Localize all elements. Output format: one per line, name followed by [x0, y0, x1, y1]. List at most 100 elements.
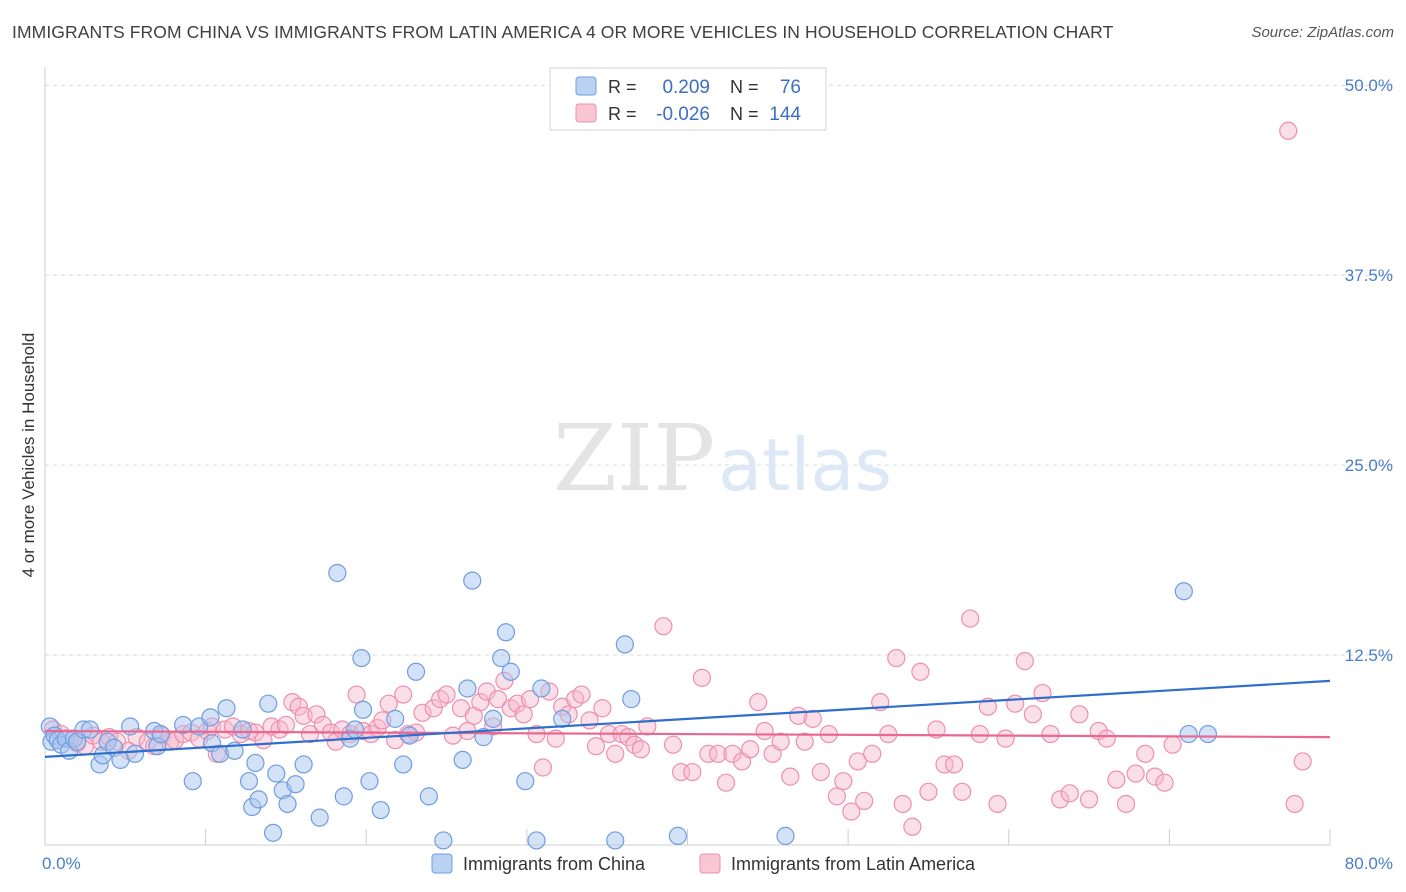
y-tick-labels: 12.5% 25.0% 37.5% 50.0% — [1345, 76, 1393, 665]
latam-point — [580, 711, 599, 730]
bottom-legend-label-china: Immigrants from China — [463, 854, 646, 874]
china-point — [406, 662, 426, 681]
latam-point — [863, 744, 882, 763]
china-point — [532, 679, 551, 698]
latam-point — [1163, 735, 1182, 754]
latam-point — [1116, 794, 1136, 814]
latam-trend-line — [44, 729, 1331, 739]
latam-point — [996, 729, 1015, 748]
y-tick-label: 25.0% — [1345, 456, 1393, 475]
trend-lines — [44, 679, 1331, 758]
latam-point — [471, 693, 490, 712]
latam-point — [842, 802, 861, 821]
legend-n-label-china: N = — [730, 77, 759, 97]
latam-point — [1279, 121, 1298, 140]
china-point — [516, 772, 535, 791]
latam-point — [437, 685, 456, 704]
latam-point — [1285, 794, 1304, 814]
china-point — [496, 623, 516, 642]
latam-point — [631, 740, 651, 759]
latam-point — [1107, 770, 1126, 789]
legend-r-label-latam: R = — [608, 104, 637, 124]
china-point — [201, 708, 220, 727]
source-credit: Source: ZipAtlas.com — [1251, 24, 1394, 41]
latam-point — [347, 685, 366, 704]
latam-point — [692, 668, 712, 687]
bottom-legend-swatch-latam — [699, 853, 721, 874]
latam-point — [683, 762, 702, 782]
china-point — [246, 753, 265, 773]
latam-point — [903, 817, 922, 836]
latam-point — [893, 794, 912, 814]
latam-point — [413, 703, 432, 722]
latam-point — [654, 617, 673, 636]
china-point — [371, 800, 390, 820]
china-point — [622, 690, 641, 709]
watermark: ZIP atlas — [553, 405, 892, 512]
legend-n-value-latam: 144 — [769, 104, 801, 125]
axes — [44, 67, 1331, 846]
latam-point — [533, 758, 553, 777]
china-point — [263, 823, 283, 842]
legend-n-value-china: 76 — [780, 77, 801, 98]
latam-point — [988, 794, 1007, 814]
china-trend-line — [44, 679, 1331, 758]
china-point — [434, 831, 453, 850]
china-point — [386, 709, 405, 728]
latam-point — [1079, 790, 1099, 809]
china-point — [328, 563, 347, 583]
china-point — [125, 744, 145, 763]
legend-n-label-latam: N = — [730, 104, 759, 124]
latam-point — [848, 752, 867, 771]
latam-point — [961, 609, 980, 628]
china-point — [492, 648, 511, 668]
latam-point — [1097, 729, 1116, 748]
china-point — [668, 826, 687, 845]
y-axis-label: 4 or more Vehicles in Household — [19, 333, 38, 578]
x-tick-label: 0.0% — [42, 854, 81, 873]
china-point — [278, 794, 297, 814]
china-point — [334, 787, 353, 806]
chart-title: IMMIGRANTS FROM CHINA VS IMMIGRANTS FROM… — [12, 22, 1114, 42]
legend-swatch-china — [575, 76, 597, 96]
latam-point — [1051, 790, 1070, 809]
latam-point — [978, 697, 997, 716]
china-point — [527, 831, 546, 850]
latam-point — [827, 787, 846, 806]
china-point — [484, 709, 503, 728]
latam-point — [1060, 784, 1079, 803]
latam-point — [741, 740, 760, 759]
china-point — [606, 831, 625, 850]
china-point — [1179, 724, 1198, 744]
latam-point — [520, 690, 540, 709]
latam-point — [708, 744, 728, 763]
y-tick-label: 37.5% — [1345, 266, 1393, 285]
latam-point — [572, 685, 591, 704]
latam-point — [276, 715, 296, 735]
latam-point — [755, 721, 774, 741]
latam-point — [716, 773, 736, 792]
china-point — [615, 635, 634, 654]
bottom-legend-label-latam: Immigrants from Latin America — [731, 854, 976, 874]
china-point — [151, 724, 170, 744]
latam-point — [663, 735, 683, 754]
china-point — [501, 662, 520, 681]
latam-point — [424, 699, 443, 718]
china-point — [310, 808, 329, 827]
latam-point — [593, 699, 612, 718]
china-point — [259, 694, 278, 713]
latam-point — [771, 732, 790, 751]
latam-point — [953, 782, 972, 801]
latam-point — [1293, 752, 1312, 771]
latam-point — [1023, 705, 1042, 724]
watermark-zip: ZIP — [553, 405, 715, 512]
china-point — [80, 720, 100, 739]
latam-point — [970, 724, 989, 744]
legend-r-label-china: R = — [608, 77, 637, 97]
latam-point — [749, 693, 768, 712]
china-point — [360, 772, 379, 791]
china-point — [294, 755, 313, 774]
latam-point — [1015, 652, 1034, 671]
china-point — [453, 750, 472, 770]
latam-point — [935, 755, 954, 774]
